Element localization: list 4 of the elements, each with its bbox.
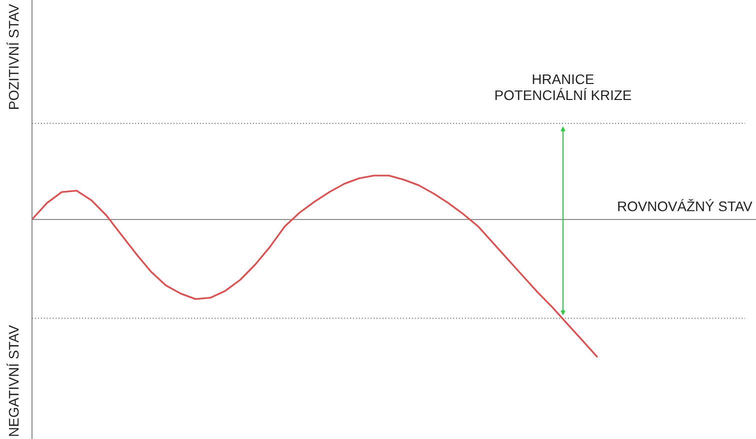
- text: NEGATIVNÍ STAV: [6, 325, 19, 436]
- text: HRANICE POTENCIÁLNÍ KRIZE: [495, 74, 632, 100]
- ref-line-label: ROVNOVÁŽNÝ STAV: [618, 198, 752, 212]
- text: POZITIVNÍ STAV: [6, 4, 19, 109]
